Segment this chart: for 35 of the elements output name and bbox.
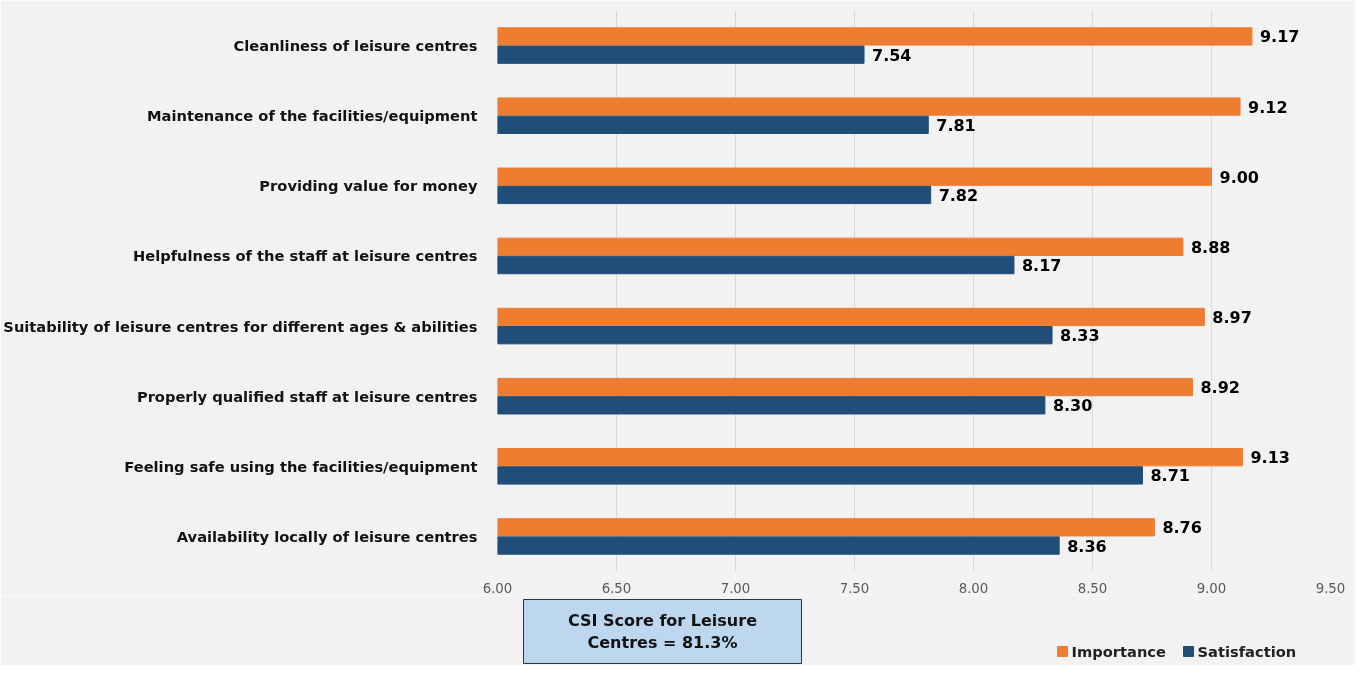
x-tick-label: 9.50	[1315, 580, 1346, 596]
x-tick-label: 7.00	[720, 580, 751, 596]
x-tick-label: 8.00	[958, 580, 989, 596]
data-label: 7.54	[872, 45, 912, 65]
y-tick-label: Cleanliness of leisure centres	[233, 37, 478, 55]
y-tick-label: Feeling safe using the facilities/equipment	[124, 457, 478, 475]
y-tick-label: Properly qualified staff at leisure centres	[136, 387, 478, 405]
data-label: 7.82	[938, 185, 979, 205]
y-tick-label: Providing value for money	[259, 177, 478, 195]
data-label: 8.30	[1052, 396, 1093, 416]
data-label: 9.00	[1219, 167, 1259, 187]
y-tick-label: Helpfulness of the staff at leisure centres	[133, 247, 478, 265]
data-label: 8.76	[1162, 518, 1202, 538]
data-label: 8.92	[1200, 378, 1240, 398]
x-tick-label: 7.50	[839, 580, 870, 596]
text: CSI Score for Leisure Centres = 81.3%	[568, 610, 758, 653]
data-label: 8.71	[1150, 466, 1190, 486]
x-tick-label: 8.50	[1077, 580, 1108, 596]
data-label: 9.12	[1248, 97, 1288, 117]
legend-label: Importance	[1071, 643, 1167, 660]
data-label: 8.36	[1067, 536, 1107, 556]
data-label: 8.97	[1212, 307, 1252, 327]
x-tick-label: 6.00	[482, 580, 513, 596]
data-label: 9.17	[1259, 27, 1300, 47]
data-label: 9.13	[1250, 448, 1290, 468]
x-tick-label: 6.50	[601, 580, 632, 596]
y-tick-label: Maintenance of the facilities/equipment	[147, 107, 478, 125]
x-tick-label: 9.00	[1196, 580, 1227, 596]
y-tick-label: Availability locally of leisure centres	[176, 527, 478, 545]
data-label: 8.33	[1060, 326, 1100, 346]
data-label: 8.88	[1190, 237, 1231, 257]
legend-label: Satisfaction	[1197, 643, 1297, 660]
data-label: 8.17	[1021, 256, 1062, 276]
data-label: 7.81	[936, 115, 976, 135]
y-tick-label: Suitability of leisure centres for different ages & abilities	[3, 317, 478, 335]
